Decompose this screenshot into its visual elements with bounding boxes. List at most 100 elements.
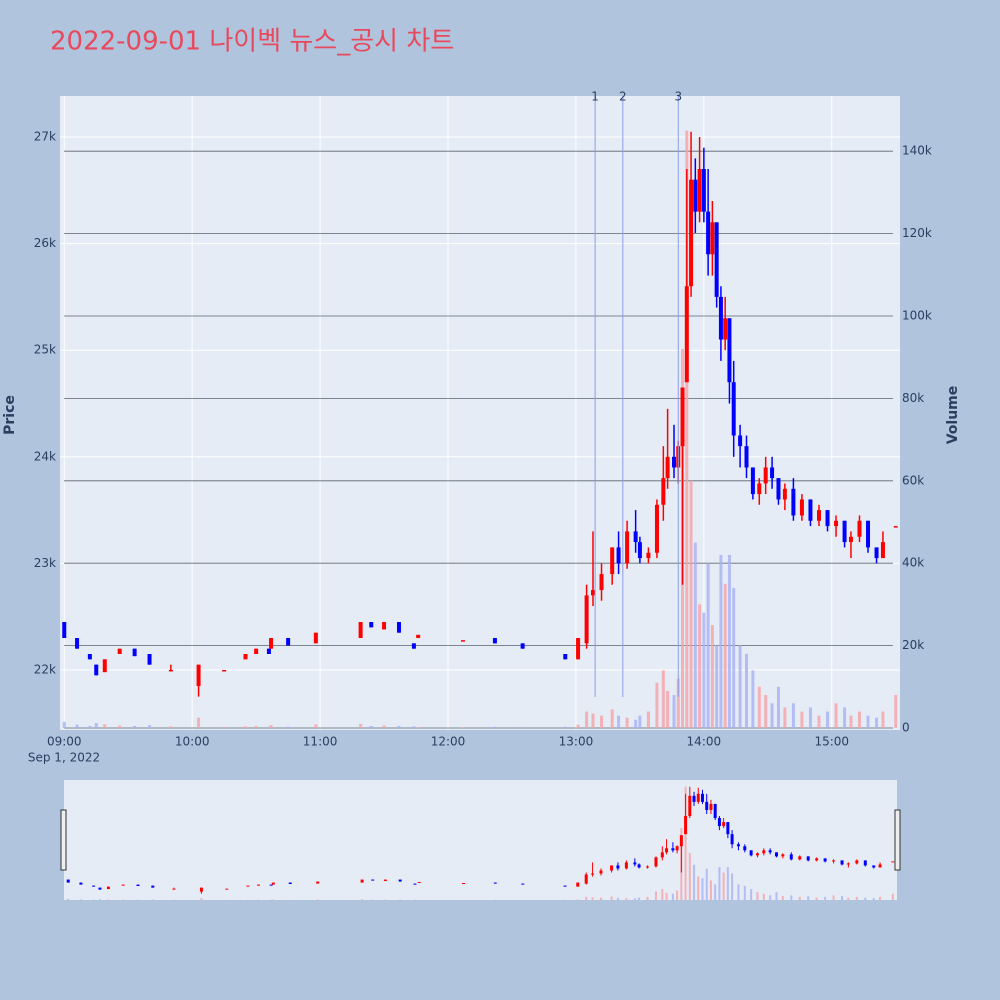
slider-candle-body bbox=[878, 864, 882, 868]
volume-bar bbox=[563, 726, 567, 728]
slider-volume-bar bbox=[654, 891, 657, 900]
slider-volume-bar bbox=[790, 895, 793, 900]
slider-volume-bar bbox=[879, 896, 882, 900]
candle-body bbox=[599, 574, 604, 591]
candle-body bbox=[723, 318, 728, 340]
volume-bar bbox=[751, 670, 755, 728]
slider-candle-body bbox=[584, 874, 588, 884]
slider-candle-body bbox=[660, 852, 664, 858]
volume-bar bbox=[661, 670, 665, 728]
volume-bar bbox=[808, 707, 812, 728]
volume-bar bbox=[94, 723, 98, 728]
slider-candle-body bbox=[832, 860, 836, 862]
volume-bar bbox=[461, 727, 465, 728]
volume-bar bbox=[600, 715, 604, 728]
slider-candle-body bbox=[633, 862, 637, 865]
slider-candle-body bbox=[257, 884, 261, 886]
volume-bar bbox=[698, 604, 702, 728]
candle-body bbox=[672, 456, 677, 468]
candle-body bbox=[791, 488, 796, 516]
volume-bar bbox=[894, 695, 898, 728]
slider-volume-bar bbox=[798, 896, 801, 900]
range-handle[interactable] bbox=[60, 809, 67, 871]
slider-candle-body bbox=[413, 883, 417, 885]
candle-body bbox=[94, 664, 99, 676]
slider-candle-body bbox=[271, 882, 275, 885]
candle-body bbox=[727, 318, 732, 383]
slider-candle-body bbox=[92, 885, 96, 887]
candle-body bbox=[661, 478, 666, 505]
volume-bar bbox=[610, 709, 614, 728]
range-handle[interactable] bbox=[894, 809, 901, 871]
candle-body bbox=[62, 622, 67, 639]
slider-volume-bar bbox=[701, 878, 704, 900]
slider-candle-body bbox=[98, 887, 102, 890]
event-marker-label: 2 bbox=[619, 90, 627, 104]
slider-candle-body bbox=[493, 882, 497, 884]
slider-candle-body bbox=[781, 854, 785, 857]
volume-bar bbox=[764, 695, 768, 728]
x-tick-label: 11:00 bbox=[303, 735, 338, 749]
slider-candle-body bbox=[806, 856, 810, 861]
slider-candle-body bbox=[360, 879, 364, 883]
slider-candle-body bbox=[700, 793, 704, 802]
candle-body bbox=[665, 456, 670, 479]
volume-bar bbox=[719, 554, 723, 728]
volume-bar bbox=[676, 678, 680, 728]
slider-candle-body bbox=[66, 879, 70, 883]
slider-volume-bar bbox=[676, 890, 679, 900]
candle-body bbox=[243, 654, 248, 660]
slider-volume-bar bbox=[671, 893, 674, 900]
slider-candle-body bbox=[872, 865, 876, 868]
y-tick-label: 27k bbox=[34, 130, 56, 144]
slider-volume-bar bbox=[98, 899, 101, 900]
candle-body bbox=[584, 595, 589, 644]
candle-body bbox=[738, 435, 743, 447]
slider-volume-bar bbox=[638, 897, 641, 900]
volume-bar bbox=[723, 583, 727, 728]
range-slider[interactable] bbox=[64, 780, 897, 900]
volume-bar bbox=[757, 686, 761, 728]
candle-body bbox=[680, 387, 685, 447]
slider-volume-bar bbox=[841, 896, 844, 900]
y2-axis-title: Volume bbox=[945, 386, 961, 445]
candle-body bbox=[770, 467, 775, 479]
candle-body bbox=[842, 520, 847, 543]
slider-candle-body bbox=[749, 850, 753, 856]
y-axis-title: Price bbox=[2, 395, 18, 435]
volume-bar bbox=[382, 725, 386, 728]
volume-bar bbox=[770, 703, 774, 728]
slider-volume-bar bbox=[718, 867, 721, 900]
volume-bar bbox=[702, 612, 706, 728]
volume-bar bbox=[875, 717, 879, 728]
candle-body bbox=[654, 504, 659, 553]
volume-bar bbox=[521, 727, 525, 728]
slider-candle-body bbox=[684, 816, 688, 835]
slider-volume-bar bbox=[665, 892, 668, 900]
candle-body bbox=[610, 547, 615, 575]
slider-candle-body bbox=[610, 865, 614, 871]
volume-bar bbox=[843, 707, 847, 728]
candle-body bbox=[75, 638, 80, 649]
candle-body bbox=[825, 510, 830, 527]
y-tick-label: 24k bbox=[34, 449, 56, 463]
slider-candle-body bbox=[563, 885, 567, 887]
slider-volume-bar bbox=[610, 896, 613, 900]
slider-candle-body bbox=[762, 850, 766, 854]
candle-body bbox=[616, 547, 621, 564]
candle-body bbox=[701, 169, 706, 212]
slider-volume-bar bbox=[769, 895, 772, 900]
candle-body bbox=[520, 643, 525, 649]
slider-volume-bar bbox=[591, 897, 594, 900]
candle-body bbox=[563, 654, 568, 660]
volume-bar bbox=[62, 721, 66, 728]
slider-volume-bar bbox=[709, 880, 712, 900]
volume-bar bbox=[254, 725, 258, 728]
candle-body bbox=[799, 499, 804, 516]
candle-body bbox=[816, 510, 821, 521]
candle-body bbox=[382, 622, 387, 630]
slider-volume-bar bbox=[891, 893, 894, 900]
slider-candle-body bbox=[462, 882, 466, 884]
volume-bar bbox=[369, 725, 373, 728]
volume-bar bbox=[412, 726, 416, 728]
